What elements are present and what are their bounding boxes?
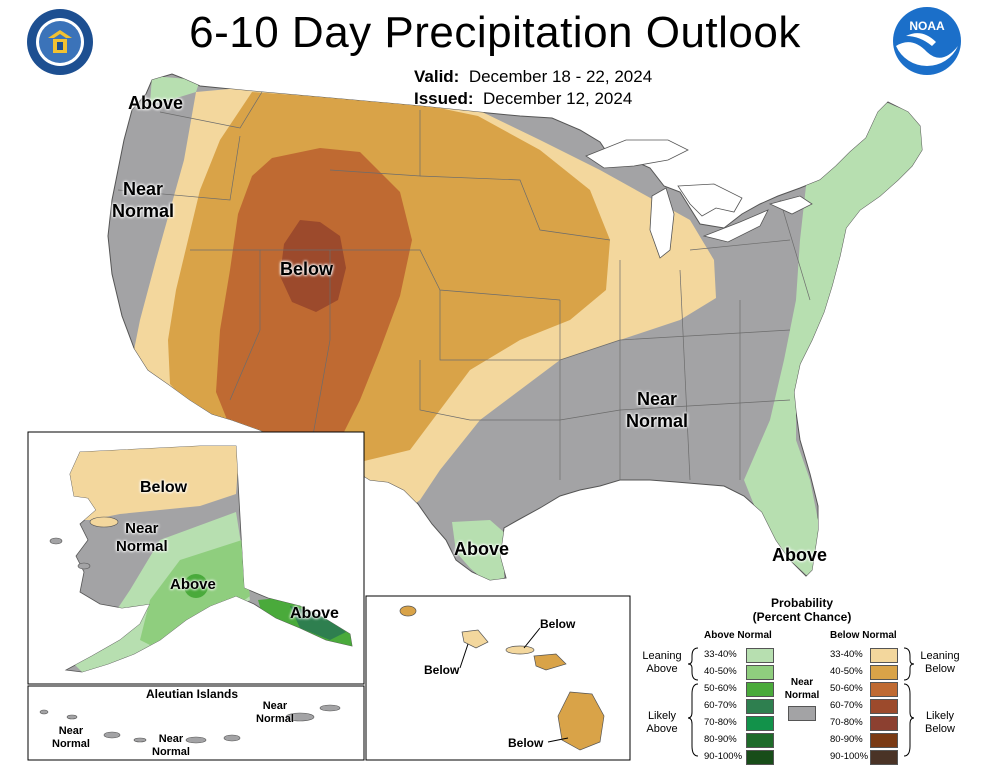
valid-dates: December 18 - 22, 2024 xyxy=(468,67,653,86)
issued-date: December 12, 2024 xyxy=(482,89,633,108)
label-hawaii-below-2: Below xyxy=(540,617,576,631)
legend-below-bin-label: 40-50% xyxy=(830,666,863,677)
label-hawaii-below-1: Below xyxy=(424,663,460,677)
valid-label: Valid: xyxy=(414,67,460,86)
legend-below-bin-label: 50-60% xyxy=(830,683,863,694)
legend-below-bin-swatch xyxy=(870,716,898,731)
label-aleutian-near-normal-3: Near Normal xyxy=(256,700,294,725)
label-near-normal-west: Near Normal xyxy=(112,179,175,221)
legend-above-bin-label: 80-90% xyxy=(704,734,737,745)
alaska-islands xyxy=(49,516,119,570)
legend-above-bin-label: 40-50% xyxy=(704,666,737,677)
legend-leaning-above: Leaning Above xyxy=(642,650,682,675)
legend-below-header: Below Normal xyxy=(830,630,897,641)
label-alaska-above-southeast: Above xyxy=(290,605,339,622)
label-near-normal-southeast: Near Normal xyxy=(626,389,689,431)
label-above-florida: Above xyxy=(772,545,828,565)
valid-issued-block: Valid: December 18 - 22, 2024 Issued: De… xyxy=(414,66,652,110)
legend-above-bin-label: 70-80% xyxy=(704,717,737,728)
probability-legend: Probability (Percent Chance) Above Norma… xyxy=(632,594,972,765)
aleutian-inset-frame xyxy=(27,685,365,761)
legend-above-bin-swatch xyxy=(746,699,774,714)
legend-below-bin-swatch xyxy=(870,682,898,697)
legend-above-bin-swatch xyxy=(746,733,774,748)
legend-above-bin-swatch xyxy=(746,716,774,731)
legend-below-bin-swatch xyxy=(870,699,898,714)
legend-below-bin-swatch xyxy=(870,750,898,765)
legend-below-bin-swatch xyxy=(870,733,898,748)
legend-below-braces xyxy=(903,647,914,757)
legend-title: Probability (Percent Chance) xyxy=(752,596,852,624)
label-aleutian-near-normal-1: Near Normal xyxy=(52,725,90,750)
aleutian-title: Aleutian Islands xyxy=(146,687,239,701)
legend-above-bin-label: 60-70% xyxy=(704,700,737,711)
label-hawaii-below-3: Below xyxy=(508,736,544,750)
state-boundaries xyxy=(117,91,811,481)
label-above-texas: Above xyxy=(454,539,510,559)
aleutian-islands-shapes xyxy=(39,704,341,744)
label-aleutian-near-normal-2: Near Normal xyxy=(152,733,190,758)
legend-near-normal-label: Near Normal xyxy=(784,677,820,701)
legend-near-normal-swatch xyxy=(788,706,816,721)
legend-likely-above: Likely Above xyxy=(646,710,678,735)
label-below-center: Below xyxy=(280,259,334,279)
legend-below-bin-label: 90-100% xyxy=(830,751,869,762)
label-alaska-below: Below xyxy=(140,479,188,496)
great-lakes xyxy=(585,139,813,259)
label-alaska-above-center: Above xyxy=(170,576,216,593)
hawaii-islands xyxy=(399,605,605,751)
legend-above-header: Above Normal xyxy=(704,630,772,641)
legend-leaning-below: Leaning Below xyxy=(920,650,960,675)
legend-above-bin-swatch xyxy=(746,665,774,680)
legend-below-bin-swatch xyxy=(870,648,898,663)
legend-above-bin-label: 90-100% xyxy=(704,751,743,762)
legend-below-bin-label: 60-70% xyxy=(830,700,863,711)
legend-above-bin-swatch xyxy=(746,750,774,765)
map-title: 6-10 Day Precipitation Outlook xyxy=(189,8,801,57)
svg-text:NOAA: NOAA xyxy=(909,19,945,33)
label-above-northwest: Above xyxy=(128,93,184,113)
legend-above-bin-label: 50-60% xyxy=(704,683,737,694)
legend-below-bin-label: 33-40% xyxy=(830,649,863,660)
issued-label: Issued: xyxy=(414,89,474,108)
legend-below-bin-swatch xyxy=(870,665,898,680)
legend-below-bin-label: 70-80% xyxy=(830,717,863,728)
legend-below-bin-label: 80-90% xyxy=(830,734,863,745)
legend-above-bin-swatch xyxy=(746,648,774,663)
legend-likely-below: Likely Below xyxy=(925,710,955,735)
conus-outlook-shading xyxy=(132,76,922,580)
hawaii-leader-lines xyxy=(459,627,569,743)
alaska-outlook-shading xyxy=(66,446,352,672)
commerce-seal-icon xyxy=(27,9,93,75)
label-alaska-near-normal: Near Normal xyxy=(116,520,168,555)
noaa-logo-icon: NOAA xyxy=(893,7,961,75)
legend-above-braces xyxy=(688,647,699,757)
legend-above-bin-swatch xyxy=(746,682,774,697)
legend-above-bin-label: 33-40% xyxy=(704,649,737,660)
